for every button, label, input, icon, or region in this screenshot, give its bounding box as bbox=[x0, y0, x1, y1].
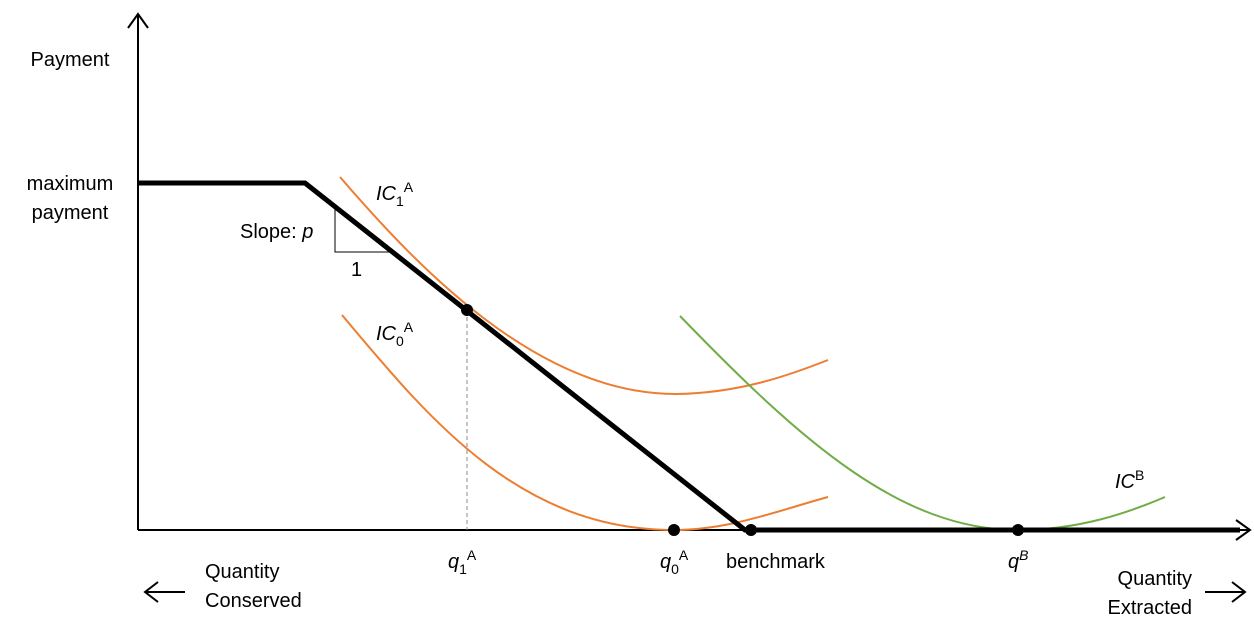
point-label: q0A bbox=[660, 547, 689, 577]
base: IC bbox=[376, 183, 397, 205]
x-right-label: Extracted bbox=[1108, 597, 1192, 619]
sub: 1 bbox=[396, 193, 404, 209]
point bbox=[461, 304, 473, 316]
sup: A bbox=[404, 179, 414, 195]
left-arrow-head bbox=[143, 581, 159, 603]
point-label: q1A bbox=[448, 547, 477, 577]
payment-label: maximum bbox=[27, 173, 114, 195]
sup: B bbox=[1135, 467, 1144, 483]
point bbox=[745, 524, 757, 536]
dots bbox=[461, 304, 1024, 536]
right-arrow-head bbox=[1231, 581, 1247, 603]
axes bbox=[127, 12, 1252, 603]
x-left-label: Conserved bbox=[205, 590, 302, 612]
y-arrow bbox=[127, 12, 149, 29]
point-label: benchmark bbox=[726, 551, 826, 573]
x-right-label: Quantity bbox=[1118, 568, 1192, 590]
sup: A bbox=[679, 547, 689, 563]
base: IC bbox=[1115, 471, 1136, 493]
sub: 1 bbox=[459, 561, 467, 577]
point bbox=[1012, 524, 1024, 536]
point-label: qB bbox=[1008, 547, 1028, 573]
point bbox=[668, 524, 680, 536]
sup: A bbox=[404, 319, 414, 335]
sub: 0 bbox=[671, 561, 679, 577]
base: q bbox=[660, 551, 671, 573]
slope-triangle bbox=[334, 207, 392, 253]
sup: B bbox=[1019, 547, 1028, 563]
payment-schedule bbox=[138, 180, 1240, 533]
x-left-label: Quantity bbox=[205, 561, 279, 583]
y-label: Payment bbox=[31, 49, 110, 71]
payment-label: payment bbox=[32, 202, 109, 224]
base: IC bbox=[376, 323, 397, 345]
base: q bbox=[1008, 551, 1019, 573]
curve-label: IC0A bbox=[376, 319, 414, 349]
slope-run: 1 bbox=[351, 259, 362, 281]
ic0a-curve bbox=[341, 314, 829, 532]
slope-symbol: p bbox=[301, 221, 313, 243]
x-arrow bbox=[1235, 519, 1252, 541]
sub: 0 bbox=[396, 333, 404, 349]
icb-curve bbox=[679, 315, 1166, 532]
slope-text: Slope: bbox=[240, 221, 302, 243]
ic1a-curve bbox=[339, 176, 829, 396]
slope-label: Slope: p bbox=[240, 221, 313, 243]
base: q bbox=[448, 551, 459, 573]
curve-label: IC1A bbox=[376, 179, 414, 209]
sup: A bbox=[467, 547, 477, 563]
curve-label: ICB bbox=[1115, 467, 1144, 493]
